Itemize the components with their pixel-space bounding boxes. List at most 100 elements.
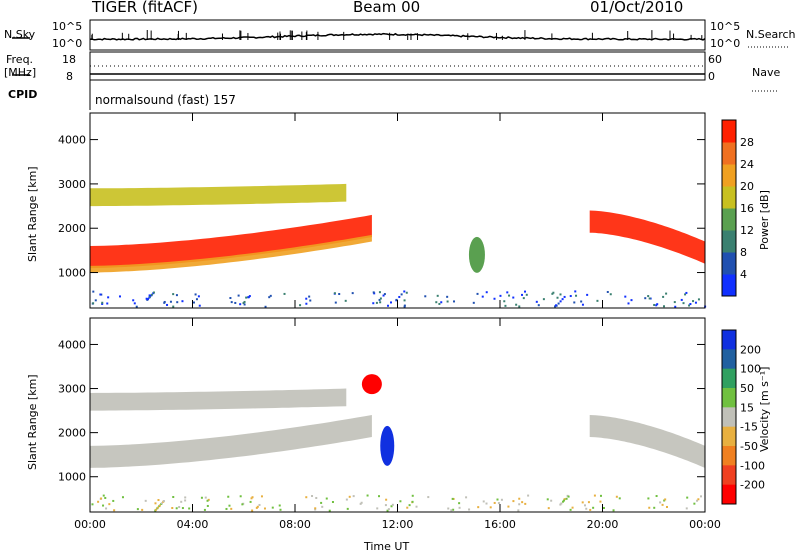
power-noise-point: [230, 301, 233, 304]
power-noise-point: [344, 299, 347, 302]
velocity-noise-point: [104, 496, 107, 499]
nsearch-tick-top: 10^5: [710, 20, 741, 33]
power-noise-point: [688, 304, 691, 307]
nave-tick-top: 60: [708, 53, 722, 66]
power-colorbar-segment: [722, 164, 736, 187]
velocity-noise-point: [415, 505, 418, 508]
velocity-noise-point: [571, 506, 574, 509]
power-main-band-edge: [90, 234, 372, 273]
velocity-noise-point: [563, 499, 566, 502]
velocity-noise-point: [411, 494, 414, 497]
power-noise-point: [106, 302, 109, 305]
velocity-evening-band: [589, 415, 705, 468]
velocity-noise-point: [655, 495, 658, 498]
power-noise-point: [522, 297, 525, 300]
velocity-colorbar-segment: [722, 446, 736, 466]
velocity-noise-point: [700, 495, 703, 498]
power-noise-point: [372, 291, 375, 294]
velocity-noise-point: [348, 495, 351, 498]
power-ytick-label: 1000: [58, 267, 86, 280]
power-noise-point: [554, 305, 557, 308]
velocity-noise-point: [685, 507, 688, 510]
power-noise-point: [305, 302, 308, 305]
power-noise-point: [574, 290, 577, 293]
velocity-noise-point: [175, 507, 178, 510]
power-colorbar-tick: 28: [740, 136, 754, 149]
velocity-noise-point: [585, 507, 588, 510]
power-colorbar-frame: [721, 119, 737, 297]
velocity-noise-point: [612, 509, 615, 512]
power-noise-point: [192, 301, 195, 304]
velocity-noise-point: [518, 497, 521, 500]
power-noise-point: [248, 295, 251, 298]
power-noise-point: [395, 298, 398, 301]
velocity-noise-point: [447, 507, 450, 510]
velocity-noise-point: [593, 494, 596, 497]
velocity-noise-point: [154, 508, 157, 511]
velocity-noise-point: [321, 505, 324, 508]
power-noise-point: [398, 295, 401, 298]
power-noise-point: [581, 303, 584, 306]
velocity-noise-point: [203, 508, 206, 511]
power-noise-point: [163, 300, 166, 303]
power-noise-point: [148, 294, 151, 297]
velocity-noise-point: [178, 506, 181, 509]
power-noise-point: [375, 301, 378, 304]
velocity-colorbar-segment: [722, 368, 736, 389]
time-tick-label: 20:00: [587, 518, 619, 531]
velocity-noise-point: [592, 506, 595, 509]
velocity-noise-point: [230, 507, 233, 510]
velocity-noise-point: [360, 501, 363, 504]
velocity-noise-point: [411, 500, 414, 503]
power-noise-point: [504, 304, 507, 307]
velocity-noise-point: [686, 496, 689, 499]
velocity-noise-point: [376, 507, 379, 510]
power-noise-point: [662, 295, 665, 298]
velocity-noise-point: [546, 498, 549, 501]
power-noise-point: [580, 300, 583, 303]
velocity-noise-point: [653, 506, 656, 509]
velocity-noise-point: [200, 496, 203, 499]
power-noise-point: [561, 298, 564, 301]
power-noise-point: [655, 304, 658, 307]
power-noise-point: [674, 305, 677, 308]
power-noise-point: [372, 302, 375, 305]
velocity-noise-point: [239, 495, 242, 498]
power-noise-point: [596, 299, 599, 302]
power-noise-point: [383, 293, 386, 296]
velocity-noise-point: [378, 495, 381, 498]
velocity-noise-point: [320, 501, 323, 504]
velocity-colorbar-tick: -50: [740, 440, 758, 453]
cpid-label: CPID: [8, 88, 38, 101]
power-noise-point: [334, 301, 337, 304]
power-noise-point: [609, 293, 612, 296]
power-noise-point: [195, 298, 198, 301]
power-noise-point: [682, 302, 685, 305]
power-noise-point: [166, 303, 169, 306]
power-noise-point: [446, 295, 449, 298]
time-axis-label: Time UT: [364, 540, 410, 553]
power-ytick-label: 4000: [58, 134, 86, 147]
velocity-noise-point: [450, 509, 453, 512]
power-noise-point: [563, 295, 566, 298]
velocity-noise-point: [346, 507, 349, 510]
velocity-noise-point: [482, 500, 485, 503]
velocity-noise-point: [599, 494, 602, 497]
power-colorbar-tick: 20: [740, 180, 754, 193]
nsky-trace: [89, 32, 706, 41]
power-colorbar-tick: 4: [740, 268, 747, 281]
power-noise-point: [481, 295, 484, 298]
velocity-colorbar-segment: [722, 349, 736, 370]
velocity-colorbar-tick: -200: [740, 479, 765, 492]
velocity-noise-point: [328, 509, 331, 512]
power-noise-point: [299, 304, 302, 307]
time-tick-label: 12:00: [382, 518, 414, 531]
power-noise-point: [647, 295, 650, 298]
power-noise-point: [389, 301, 392, 304]
velocity-noise-point: [102, 494, 105, 497]
velocity-noise-point: [366, 494, 369, 497]
power-noise-point: [378, 298, 381, 301]
power-noise-point: [148, 295, 151, 298]
velocity-noise-point: [659, 501, 662, 504]
velocity-noise-point: [563, 498, 566, 501]
